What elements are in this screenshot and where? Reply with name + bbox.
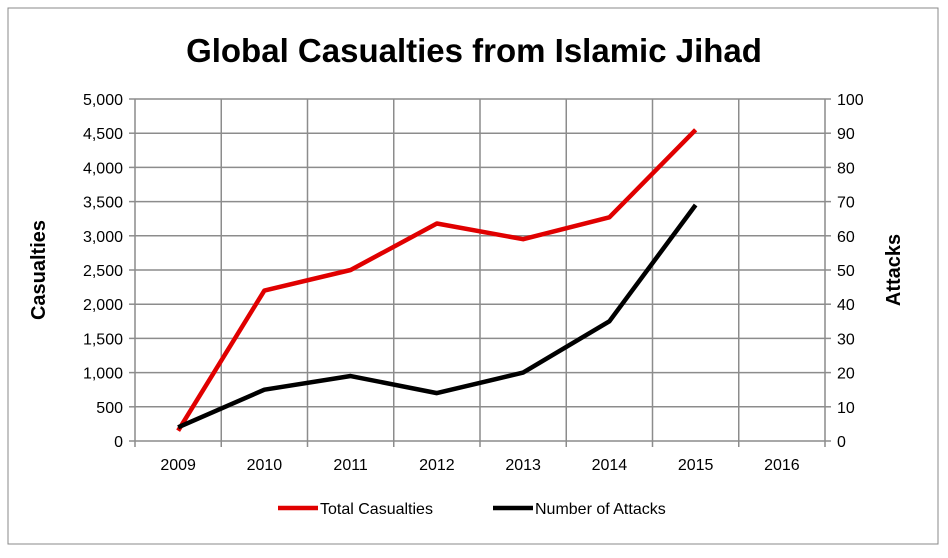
y-tick-label: 2,000 xyxy=(83,297,123,314)
x-tick-label: 2011 xyxy=(333,457,368,474)
y2-tick-label: 10 xyxy=(837,400,855,417)
y2-tick-label: 20 xyxy=(837,366,855,383)
x-tick-label: 2010 xyxy=(247,457,283,474)
y-tick-label: 4,500 xyxy=(83,126,123,143)
y2-tick-label: 50 xyxy=(837,263,855,280)
y-axis-label: Casualties xyxy=(28,220,50,320)
x-tick-label: 2015 xyxy=(678,457,714,474)
chart-title: Global Casualties from Islamic Jihad xyxy=(186,32,762,69)
y2-tick-label: 0 xyxy=(837,434,846,451)
y2-tick-label: 40 xyxy=(837,297,855,314)
x-tick-label: 2009 xyxy=(160,457,196,474)
y-tick-label: 2,500 xyxy=(83,263,123,280)
y2-tick-label: 60 xyxy=(837,229,855,246)
y2-axis-label: Attacks xyxy=(883,234,905,306)
y2-tick-label: 100 xyxy=(837,92,864,109)
x-tick-label: 2014 xyxy=(592,457,628,474)
x-tick-label: 2013 xyxy=(505,457,541,474)
y-tick-label: 1,500 xyxy=(83,331,123,348)
y2-tick-label: 70 xyxy=(837,195,855,212)
y-tick-label: 5,000 xyxy=(83,92,123,109)
y-tick-label: 0 xyxy=(114,434,123,451)
y-tick-label: 500 xyxy=(96,400,123,417)
legend-label: Total Casualties xyxy=(320,501,433,518)
y-tick-label: 4,000 xyxy=(83,160,123,177)
x-tick-label: 2012 xyxy=(419,457,455,474)
y2-tick-label: 30 xyxy=(837,331,855,348)
y-tick-label: 3,000 xyxy=(83,229,123,246)
legend-label: Number of Attacks xyxy=(535,501,666,518)
y2-tick-label: 90 xyxy=(837,126,855,143)
y-tick-label: 3,500 xyxy=(83,195,123,212)
x-tick-label: 2016 xyxy=(764,457,800,474)
y-tick-label: 1,000 xyxy=(83,366,123,383)
y2-tick-label: 80 xyxy=(837,160,855,177)
